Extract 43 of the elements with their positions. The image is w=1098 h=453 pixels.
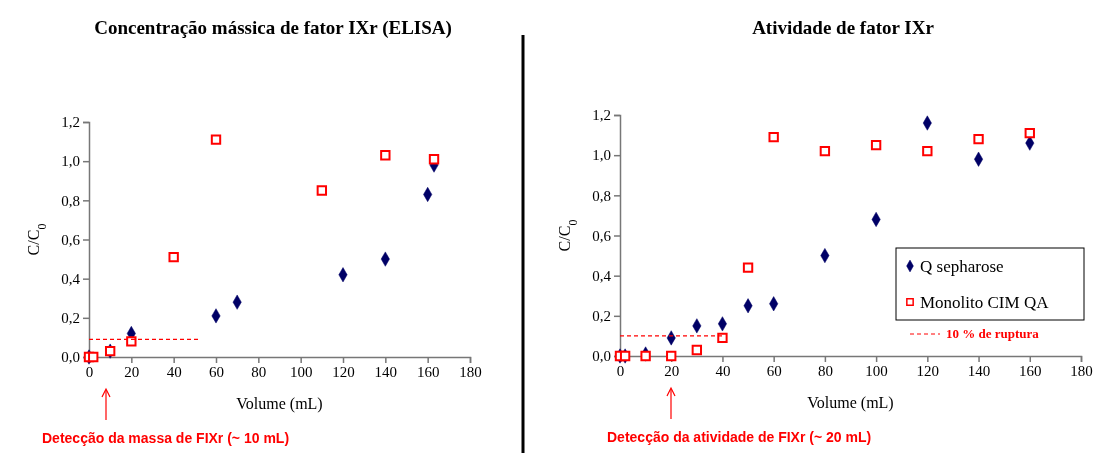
y-tick-label: 0,8 — [592, 187, 611, 204]
x-tick-label: 160 — [1019, 362, 1042, 379]
x-tick-label: 100 — [289, 363, 313, 380]
x-tick-label: 60 — [766, 362, 782, 379]
chart-title: Concentração mássica de fator IXr (ELISA) — [94, 17, 452, 39]
y-tick-label: 1,2 — [592, 107, 611, 124]
x-tick-label: 60 — [209, 363, 224, 380]
y-tick-label: 1,0 — [592, 147, 611, 164]
y-tick-label: 1,2 — [61, 114, 80, 131]
x-axis-title: Volume (mL) — [807, 394, 894, 412]
x-tick-label: 40 — [166, 363, 182, 380]
x-tick-label: 20 — [124, 363, 140, 380]
y-tick-label: 0,2 — [592, 308, 611, 325]
x-tick-label: 180 — [1070, 362, 1093, 379]
y-tick-label: 0,4 — [61, 270, 81, 287]
x-tick-label: 180 — [459, 363, 482, 380]
x-tick-label: 140 — [967, 362, 991, 379]
y-tick-label: 0,6 — [61, 231, 81, 248]
y-tick-label: 0,4 — [592, 267, 612, 284]
x-tick-label: 0 — [616, 362, 625, 379]
text: Detecção da massa de FIXr (~ 10 mL) — [42, 430, 290, 446]
legend-label: 10 % de ruptura — [946, 326, 1040, 341]
x-tick-label: 0 — [85, 363, 94, 380]
legend-label: Q sepharose — [920, 257, 1004, 276]
chart-title: Atividade de fator IXr — [752, 17, 935, 38]
x-axis-title: Volume (mL) — [236, 395, 323, 413]
x-tick-label: 120 — [332, 363, 355, 380]
x-tick-label: 20 — [664, 362, 680, 379]
x-tick-label: 40 — [715, 362, 731, 379]
text: Detecção da atividade de FIXr (~ 20 mL) — [607, 429, 872, 445]
y-tick-label: 0,8 — [61, 192, 80, 209]
x-tick-label: 100 — [865, 362, 888, 379]
y-tick-label: 0,6 — [592, 227, 612, 244]
y-tick-label: 0,2 — [61, 310, 80, 327]
legend-label: Monolito CIM QA — [920, 293, 1050, 312]
x-tick-label: 140 — [374, 363, 398, 380]
y-tick-label: 0,0 — [61, 349, 80, 366]
x-tick-label: 120 — [916, 362, 940, 379]
x-tick-label: 80 — [251, 363, 267, 380]
x-tick-label: 160 — [416, 363, 440, 380]
x-tick-label: 80 — [817, 362, 833, 379]
y-tick-label: 1,0 — [61, 153, 80, 170]
y-tick-label: 0,0 — [592, 348, 611, 365]
